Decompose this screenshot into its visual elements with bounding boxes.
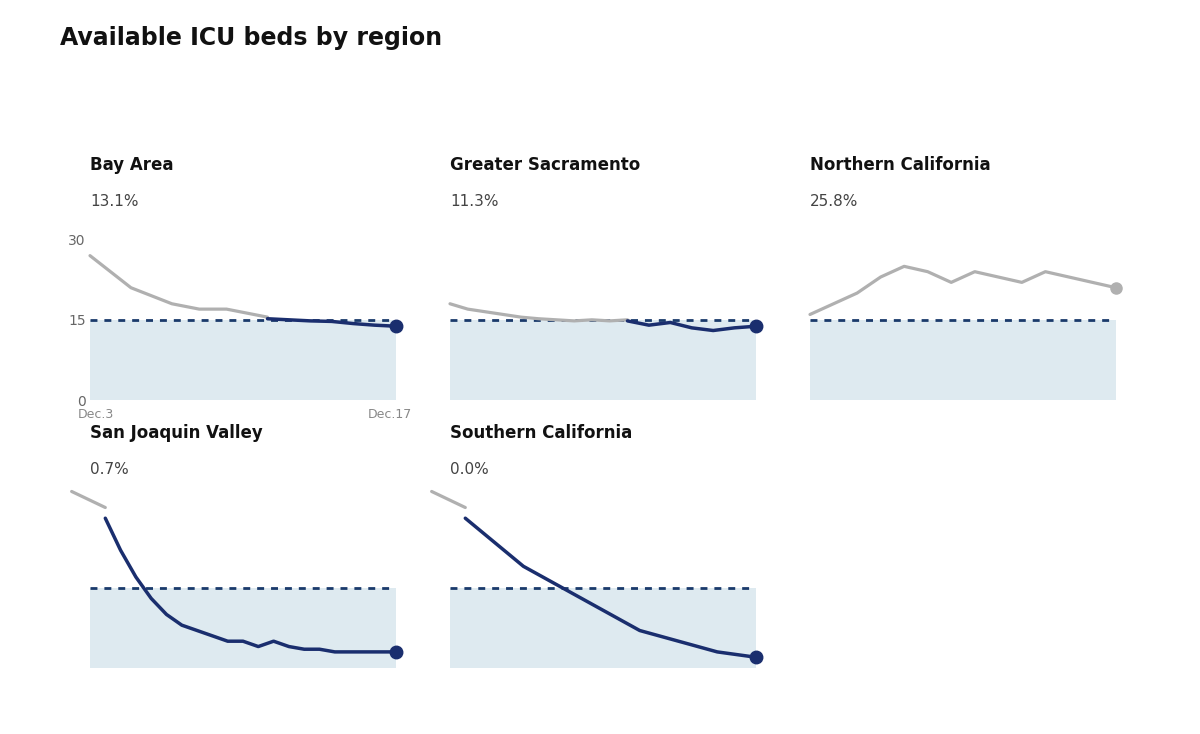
Text: 11.3%: 11.3% [450, 195, 498, 209]
Text: 25.8%: 25.8% [810, 195, 858, 209]
Text: 0.0%: 0.0% [450, 462, 488, 477]
Text: Bay Area: Bay Area [90, 156, 174, 174]
Bar [90, 320, 396, 400]
Text: Northern California: Northern California [810, 156, 991, 174]
Text: Available ICU beds by region: Available ICU beds by region [60, 26, 442, 50]
Text: 13.1%: 13.1% [90, 195, 138, 209]
Text: Greater Sacramento: Greater Sacramento [450, 156, 641, 174]
Text: San Joaquin Valley: San Joaquin Valley [90, 424, 263, 442]
Bar [450, 320, 756, 400]
Bar [450, 588, 756, 668]
Bar [810, 320, 1116, 400]
Text: Southern California: Southern California [450, 424, 632, 442]
Bar [90, 588, 396, 668]
Text: 0.7%: 0.7% [90, 462, 128, 477]
